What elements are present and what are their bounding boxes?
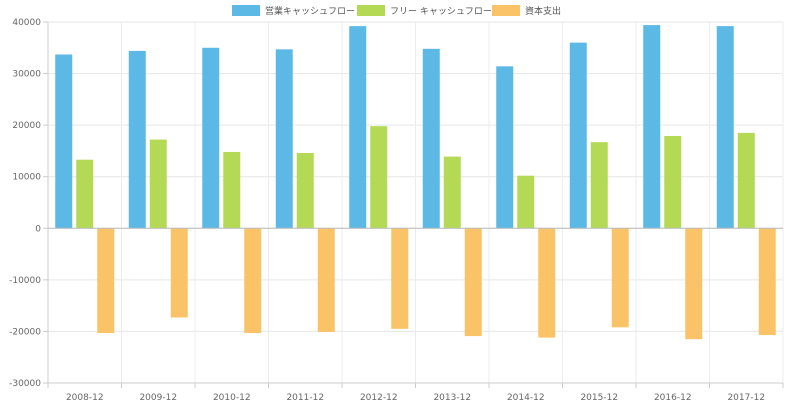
legend-swatch xyxy=(232,5,260,16)
bar[interactable] xyxy=(517,175,535,229)
x-tick-label: 2014-12 xyxy=(507,393,545,403)
bar[interactable] xyxy=(97,228,115,333)
legend-label: 資本支出 xyxy=(525,5,561,17)
chart-axes xyxy=(43,21,784,388)
x-tick-label: 2017-12 xyxy=(727,393,765,403)
bar[interactable] xyxy=(464,228,482,337)
legend-item[interactable]: 営業キャッシュフロー xyxy=(232,5,355,17)
bar[interactable] xyxy=(569,42,587,229)
bar[interactable] xyxy=(370,126,388,229)
bar[interactable] xyxy=(275,49,293,229)
bar[interactable] xyxy=(223,151,241,229)
legend-label: フリー キャッシュフロー xyxy=(390,7,492,17)
bar[interactable] xyxy=(538,228,556,338)
bar[interactable] xyxy=(128,50,146,229)
legend-swatch xyxy=(492,5,520,16)
bar[interactable] xyxy=(758,228,776,336)
chart-bars xyxy=(55,25,776,340)
y-tick-label: -20000 xyxy=(9,327,41,337)
x-tick-label: 2015-12 xyxy=(580,393,618,403)
bar[interactable] xyxy=(391,228,409,329)
x-tick-label: 2013-12 xyxy=(433,393,471,403)
x-tick-label: 2016-12 xyxy=(654,393,692,403)
chart-tick-labels: 40000 30000 20000 10000 0 -10000 -20000 -30000 2… xyxy=(9,18,765,403)
legend-item[interactable]: 資本支出 xyxy=(492,5,561,17)
bar[interactable] xyxy=(611,228,629,328)
bar[interactable] xyxy=(76,159,94,229)
legend-swatch xyxy=(357,5,385,16)
bar[interactable] xyxy=(422,48,440,229)
bar[interactable] xyxy=(685,228,703,340)
bar[interactable] xyxy=(643,25,661,229)
y-tick-label: -30000 xyxy=(9,379,41,389)
x-tick-label: 2011-12 xyxy=(286,393,324,403)
bar[interactable] xyxy=(590,142,608,229)
bar[interactable] xyxy=(244,228,262,333)
x-tick-label: 2012-12 xyxy=(360,393,398,403)
bar[interactable] xyxy=(349,26,367,229)
chart-legend: 営業キャッシュフロー フリー キャッシュフロー 資本支出 xyxy=(232,5,561,17)
legend-item[interactable]: フリー キャッシュフロー xyxy=(357,5,492,17)
x-tick-label: 2010-12 xyxy=(213,393,251,403)
bar[interactable] xyxy=(664,135,682,229)
bar[interactable] xyxy=(737,132,755,229)
x-tick-label: 2008-12 xyxy=(66,393,104,403)
bar[interactable] xyxy=(149,139,167,229)
y-tick-label: 0 xyxy=(35,224,41,234)
x-tick-label: 2009-12 xyxy=(139,393,177,403)
bar[interactable] xyxy=(443,156,461,229)
y-tick-label: 20000 xyxy=(12,121,41,131)
bar[interactable] xyxy=(496,66,514,229)
bar[interactable] xyxy=(296,152,314,229)
legend-label: 営業キャッシュフロー xyxy=(265,5,355,17)
y-tick-label: 30000 xyxy=(12,70,41,80)
bar[interactable] xyxy=(202,47,220,229)
bar[interactable] xyxy=(716,26,734,229)
bar[interactable] xyxy=(55,54,73,229)
bar[interactable] xyxy=(317,228,335,332)
y-tick-label: -10000 xyxy=(9,276,41,286)
bar[interactable] xyxy=(170,228,188,318)
y-tick-label: 10000 xyxy=(12,173,41,183)
y-tick-label: 40000 xyxy=(12,18,41,28)
